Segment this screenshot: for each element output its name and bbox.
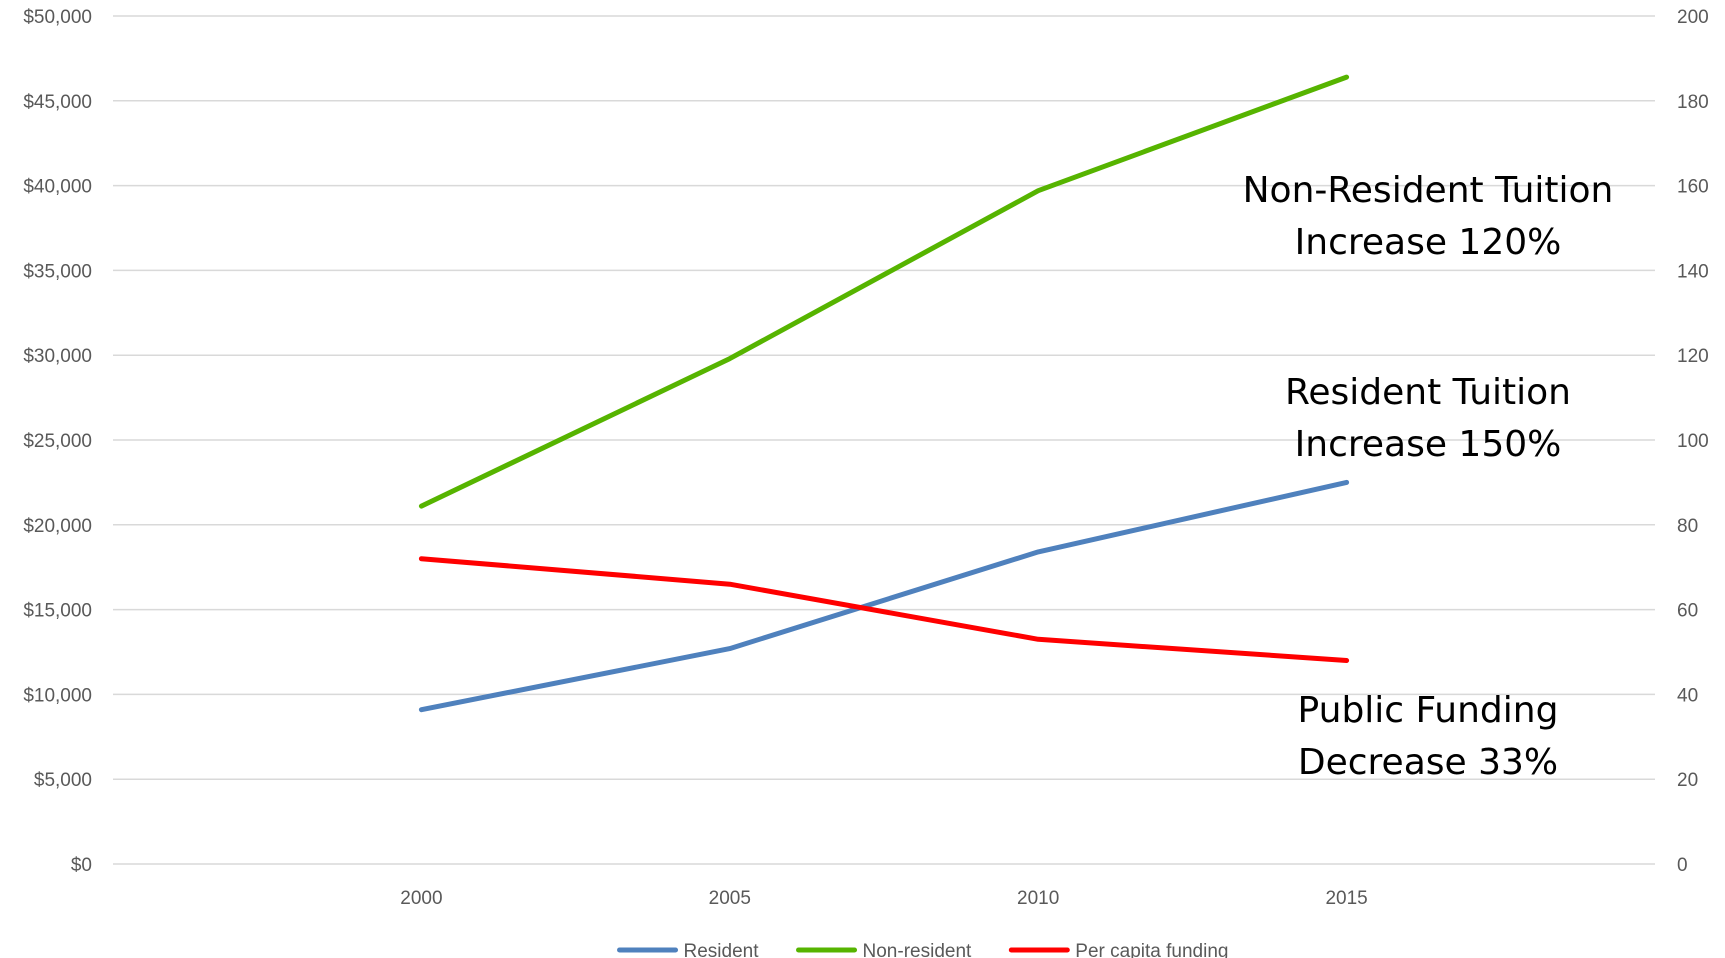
y-left-tick-label: $50,000 — [23, 7, 92, 28]
y-left-tick-label: $20,000 — [23, 516, 92, 537]
y-right-tick-label: 100 — [1677, 431, 1709, 452]
y-right-tick-label: 160 — [1677, 177, 1709, 198]
series-lines — [418, 74, 1350, 713]
y-left-tick-label: $40,000 — [23, 177, 92, 198]
y-left-tick-label: $10,000 — [23, 685, 92, 706]
x-tick-label: 2010 — [1017, 888, 1059, 909]
x-axis: 2000 2005 2010 2015 — [400, 888, 1367, 909]
annotation-text: Decrease 33% — [1298, 742, 1558, 783]
legend-item-non-resident: Non-resident — [796, 941, 972, 958]
y-right-tick-label: 120 — [1677, 346, 1709, 367]
series-line-per-capita-funding — [418, 556, 1350, 663]
legend-label: Non-resident — [863, 941, 972, 958]
y-right-tick-label: 180 — [1677, 92, 1709, 113]
y-right-tick-label: 60 — [1677, 601, 1698, 622]
annotations: Non-Resident Tuition Increase 120% Residen… — [1243, 170, 1614, 783]
x-tick-label: 2000 — [400, 888, 442, 909]
y-axis-right: 0 20 40 60 80 100 120 140 160 180 200 — [1677, 7, 1709, 876]
legend-label: Per capita funding — [1075, 941, 1228, 958]
series-line-non-resident — [418, 74, 1350, 509]
annotation-text: Increase 150% — [1295, 424, 1562, 465]
gridlines — [113, 15, 1655, 865]
y-left-tick-label: $0 — [71, 855, 92, 876]
annotation-text: Resident Tuition — [1285, 372, 1571, 413]
annotation-text: Non-Resident Tuition — [1243, 170, 1614, 211]
legend-label: Resident — [684, 941, 760, 958]
y-left-tick-label: $25,000 — [23, 431, 92, 452]
annotation-text: Increase 120% — [1295, 222, 1562, 263]
y-right-tick-label: 0 — [1677, 855, 1688, 876]
x-tick-label: 2005 — [709, 888, 751, 909]
y-right-tick-label: 140 — [1677, 261, 1709, 282]
legend-item-per-capita-funding: Per capita funding — [1008, 941, 1228, 958]
y-left-tick-label: $45,000 — [23, 92, 92, 113]
y-axis-left: $0 $5,000 $10,000 $15,000 $20,000 $25,000 $30,… — [23, 7, 92, 876]
y-right-tick-label: 200 — [1677, 7, 1709, 28]
legend-item-resident: Resident — [617, 941, 760, 958]
x-tick-label: 2015 — [1325, 888, 1367, 909]
legend: Resident Non-resident Per capita funding — [617, 941, 1228, 958]
series-line-resident — [418, 479, 1350, 713]
y-left-tick-label: $5,000 — [34, 770, 92, 791]
y-left-tick-label: $35,000 — [23, 261, 92, 282]
y-right-tick-label: 20 — [1677, 770, 1698, 791]
y-left-tick-label: $15,000 — [23, 601, 92, 622]
y-right-tick-label: 80 — [1677, 516, 1698, 537]
y-right-tick-label: 40 — [1677, 685, 1698, 706]
y-left-tick-label: $30,000 — [23, 346, 92, 367]
annotation-text: Public Funding — [1298, 690, 1559, 731]
